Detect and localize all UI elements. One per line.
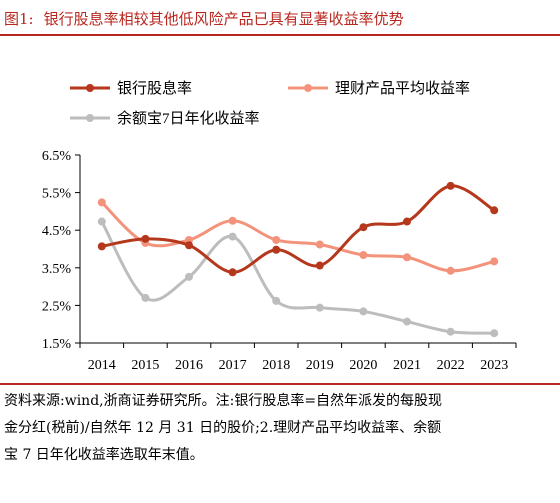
- legend-swatch-marker: [86, 114, 94, 122]
- data-point-2018: [272, 245, 281, 254]
- figure-number: 图1:: [4, 10, 34, 28]
- figure-title: 图1: 银行股息率相较其他低风险产品已具有显著收益率优势: [4, 6, 556, 32]
- source-line-2: 金分红(税前)/自然年 12 月 31 日的股价;2.理财产品平均收益率、余额: [4, 420, 442, 436]
- x-tick-label: 2015: [131, 358, 159, 373]
- x-tick-label: 2017: [219, 358, 247, 373]
- data-point-2020: [359, 223, 368, 232]
- figure-title-text: 银行股息率相较其他低风险产品已具有显著收益率优势: [43, 10, 404, 28]
- source-note: 资料来源:wind,浙商证券研究所。注:银行股息率=自然年派发的每股现 金分红(…: [4, 388, 556, 469]
- y-tick-label: 5.5%: [42, 187, 72, 202]
- x-tick-label: 2018: [262, 358, 290, 373]
- x-tick-label: 2019: [306, 358, 334, 373]
- x-tick-label: 2022: [437, 358, 465, 373]
- series-line: [100, 200, 496, 273]
- source-line-3: 宝 7 日年化收益率选取年末值。: [4, 447, 204, 463]
- series-1: [97, 181, 499, 277]
- data-point-2016: [185, 241, 193, 250]
- y-tick-label: 3.5%: [42, 262, 72, 277]
- legend-item-2: 理财产品平均收益率: [288, 80, 470, 97]
- data-point-2015: [141, 234, 150, 243]
- legend-label: 余额宝7日年化收益率: [117, 109, 260, 127]
- data-point-2023: [490, 329, 499, 338]
- data-point-2023: [490, 206, 499, 215]
- series-line: [100, 220, 496, 335]
- legend-swatch-marker: [86, 84, 94, 92]
- data-point-2017: [228, 232, 237, 241]
- data-point-2019: [315, 303, 324, 312]
- data-point-2014: [97, 242, 106, 251]
- series-3: [97, 217, 499, 338]
- legend-item-3: 余额宝7日年化收益率: [70, 109, 260, 127]
- y-tick-label: 1.5%: [42, 337, 72, 352]
- y-tick-label: 2.5%: [42, 299, 72, 314]
- legend-label: 银行股息率: [117, 80, 192, 97]
- data-point-2016: [185, 272, 193, 281]
- top-rule: [0, 34, 560, 36]
- legend-item-1: 银行股息率: [70, 80, 192, 97]
- data-point-2015: [141, 293, 150, 302]
- data-point-2017: [228, 268, 237, 277]
- x-tick-label: 2023: [480, 358, 508, 373]
- series-lines: [97, 181, 499, 338]
- y-tick-label: 6.5%: [42, 149, 72, 164]
- data-point-2023: [490, 257, 499, 266]
- legend-label: 理财产品平均收益率: [335, 80, 470, 97]
- data-point-2017: [228, 216, 237, 225]
- bottom-rule: [0, 383, 560, 385]
- data-point-2014: [97, 217, 106, 226]
- data-point-2018: [272, 235, 281, 244]
- legend-swatch-marker: [304, 84, 312, 92]
- data-point-2022: [446, 266, 455, 275]
- x-tick-label: 2016: [175, 358, 203, 373]
- data-point-2021: [403, 317, 411, 326]
- x-tick-label: 2021: [393, 358, 421, 373]
- source-line-1: 资料来源:wind,浙商证券研究所。注:银行股息率=自然年派发的每股现: [4, 393, 443, 409]
- data-point-2022: [446, 181, 455, 190]
- data-point-2019: [315, 240, 324, 249]
- x-tick-label: 2014: [88, 358, 116, 373]
- data-point-2021: [403, 253, 411, 262]
- data-point-2014: [97, 198, 106, 207]
- x-tick-label: 2020: [349, 358, 377, 373]
- data-point-2020: [359, 251, 368, 260]
- y-tick-label: 4.5%: [42, 224, 72, 239]
- data-point-2021: [403, 217, 411, 226]
- data-point-2020: [359, 307, 368, 316]
- axes: 6.5% 5.5% 4.5% 3.5% 2.5% 1.5% 2014 2015 2016 2017…: [42, 149, 517, 373]
- data-point-2019: [315, 261, 324, 270]
- series-2: [97, 198, 499, 275]
- series-line: [100, 184, 496, 274]
- data-point-2018: [272, 296, 281, 305]
- data-point-2022: [446, 327, 455, 336]
